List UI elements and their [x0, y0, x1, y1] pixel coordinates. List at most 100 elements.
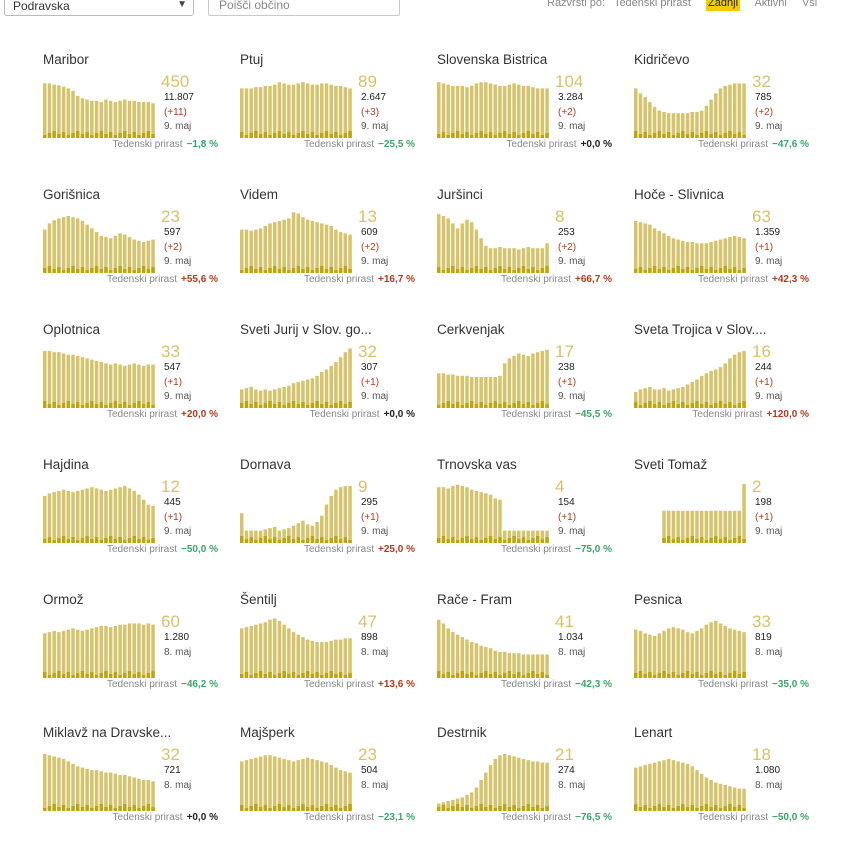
sparkline-bar — [104, 363, 108, 408]
sparkline-daily-bar — [310, 270, 315, 273]
sparkline-bar — [704, 105, 709, 138]
sparkline-daily-bar — [151, 538, 155, 543]
sparkline-bar — [334, 489, 338, 543]
municipality-card[interactable]: Šentilj 47 898 8. maj Tedenski prirast +13,6 … — [240, 592, 415, 712]
active-cases-value: 104 — [555, 72, 584, 91]
last-update-date: 8. maj — [164, 780, 192, 791]
municipality-card[interactable]: Pesnica 33 819 8. maj Tedenski prirast −35,0 … — [634, 592, 809, 712]
sparkline-daily-bar — [118, 537, 122, 543]
sparkline-bar — [488, 83, 493, 138]
sparkline-bar — [699, 243, 704, 273]
municipality-card[interactable]: Maribor 450 11.807 (+11) 9. maj Tedenski prir… — [43, 52, 218, 172]
sparkline-daily-bar — [258, 134, 263, 138]
sparkline-daily-bar — [441, 132, 446, 138]
sparkline-bar — [272, 84, 277, 138]
sparkline-bar — [305, 83, 310, 138]
sparkline-bar — [71, 354, 75, 408]
sparkline-bar — [127, 100, 132, 138]
municipality-card[interactable]: Gorišnica 23 597 (+2) 9. maj Tedenski prirast… — [43, 187, 218, 307]
sparkline-bar — [484, 82, 488, 138]
sparkline-daily-bar — [99, 402, 104, 408]
sparkline-bar — [662, 233, 666, 273]
sparkline-bar — [249, 758, 253, 811]
sparkline-daily-bar — [272, 404, 277, 408]
municipality-card[interactable]: Ormož 60 1.280 8. maj Tedenski prirast −46,2 … — [43, 592, 218, 712]
municipality-name: Slovenska Bistrica — [437, 52, 548, 67]
daily-change-value: (+2) — [558, 107, 577, 118]
sparkline-daily-bar — [479, 804, 483, 811]
sparkline-bar — [728, 786, 732, 811]
municipality-card[interactable]: Majšperk 23 504 8. maj Tedenski prirast −23,1… — [240, 725, 415, 845]
sparkline-bar — [474, 229, 479, 273]
municipality-card[interactable]: Trnovska vas 4 154 (+1) 9. maj Tedenski prira… — [437, 457, 612, 577]
sparkline-bar — [737, 510, 742, 543]
sparkline-bar — [272, 526, 277, 543]
sparkline-daily-bar — [75, 540, 80, 543]
municipality-card[interactable]: Videm 13 609 (+2) 9. maj Tedenski prirast +16,… — [240, 187, 415, 307]
weekly-growth: Tedenski prirast +0,0 % — [507, 139, 612, 150]
sparkline-daily-bar — [268, 672, 272, 678]
municipality-card[interactable]: Rače - Fram 41 1.034 8. maj Tedenski prirast… — [437, 592, 612, 712]
municipality-card[interactable]: Sveta Trojica v Slov.... 16 244 (+1) 9. maj T… — [634, 322, 809, 442]
sparkline-bar — [127, 776, 132, 811]
sort-option-weekly-growth[interactable]: Tedenski prirast — [613, 0, 691, 9]
sparkline-daily-bar — [662, 807, 666, 811]
municipality-card[interactable]: Oplotnica 33 547 (+1) 9. maj Tedenski prirast… — [43, 322, 218, 442]
sparkline-daily-bar — [66, 268, 71, 273]
sparkline-daily-bar — [690, 805, 695, 811]
weekly-growth-label: Tedenski prirast — [697, 812, 769, 823]
municipality-card[interactable]: Destrnik 21 274 8. maj Tedenski prirast −76,5… — [437, 725, 612, 845]
sparkline-daily-bar — [94, 806, 99, 811]
sparkline-bar — [123, 485, 127, 543]
municipality-card[interactable]: Slovenska Bistrica 104 3.284 (+2) 9. maj Tede… — [437, 52, 612, 172]
sparkline-bar — [502, 248, 507, 273]
municipality-card[interactable]: Juršinci 8 253 (+2) 9. maj Tedenski prirast +6… — [437, 187, 612, 307]
sparkline-daily-bar — [488, 674, 493, 678]
sparkline-bar — [484, 245, 488, 273]
weekly-growth-label: Tedenski prirast — [106, 679, 178, 690]
sparkline-bar — [113, 235, 118, 273]
sparkline-bar — [535, 761, 540, 811]
municipality-card[interactable]: Cerkvenjak 17 238 (+1) 9. maj Tedenski priras… — [437, 322, 612, 442]
sparkline-bar — [244, 530, 249, 543]
municipality-card[interactable]: Sveti Jurij v Slov. go... 32 307 (+1) 9. maj… — [240, 322, 415, 442]
sort-option-all[interactable]: Vsi — [801, 0, 818, 9]
sparkline-bar — [512, 355, 516, 408]
sparkline-daily-bar — [535, 805, 540, 811]
sparkline-bar — [57, 352, 61, 408]
sparkline-daily-bar — [469, 135, 474, 138]
municipality-card[interactable]: Sveti Tomaž 2 198 (+1) 9. maj — [634, 457, 809, 577]
municipality-card[interactable]: Ptuj 89 2.647 (+3) 9. maj Tedenski prirast −25… — [240, 52, 415, 172]
sparkline-bar — [714, 510, 718, 543]
municipality-card[interactable]: Kidričevo 32 785 (+2) 9. maj Tedenski prirast… — [634, 52, 809, 172]
active-cases-value: 13 — [358, 207, 377, 226]
sparkline-daily-bar — [638, 267, 643, 273]
daily-change-value: (+1) — [361, 377, 380, 388]
region-dropdown[interactable]: Podravska ▼ — [4, 0, 194, 16]
municipality-search-input[interactable] — [208, 0, 400, 16]
last-update-date: 8. maj — [755, 780, 783, 791]
municipality-card[interactable]: Hajdina 12 445 (+1) 9. maj Tedenski prirast −5… — [43, 457, 218, 577]
sparkline-daily-bar — [104, 267, 108, 273]
municipality-card[interactable]: Dornava 9 295 (+1) 9. maj Tedenski prirast +25… — [240, 457, 415, 577]
sparkline-daily-bar — [57, 807, 61, 811]
sparkline-bar — [123, 99, 127, 138]
sparkline-daily-bar — [240, 270, 244, 273]
sort-option-latest[interactable]: Zadnji — [706, 0, 741, 11]
sparkline-daily-bar — [282, 405, 286, 408]
sparkline-bar — [334, 639, 338, 678]
sparkline-daily-bar — [137, 135, 141, 138]
sparkline-bar — [47, 493, 52, 543]
sparkline-daily-bar — [348, 540, 352, 543]
municipality-card[interactable]: Miklavž na Dravske... 32 721 8. maj Tedenski… — [43, 725, 218, 845]
weekly-growth-label: Tedenski prirast — [303, 139, 375, 150]
municipality-card[interactable]: Hoče - Slivnica 63 1.359 (+1) 9. maj Tedenski… — [634, 187, 809, 307]
municipality-card[interactable]: Lenart 18 1.080 8. maj Tedenski prirast −50,0… — [634, 725, 809, 845]
sparkline-bar — [240, 229, 244, 273]
weekly-growth: Tedenski prirast −35,0 % — [698, 679, 809, 690]
sparkline-daily-bar — [742, 808, 746, 811]
sparkline-daily-bar — [455, 131, 460, 138]
sort-option-active[interactable]: Aktivni — [754, 0, 787, 9]
sparkline-bar — [287, 385, 291, 408]
sparkline-daily-bar — [338, 401, 343, 408]
